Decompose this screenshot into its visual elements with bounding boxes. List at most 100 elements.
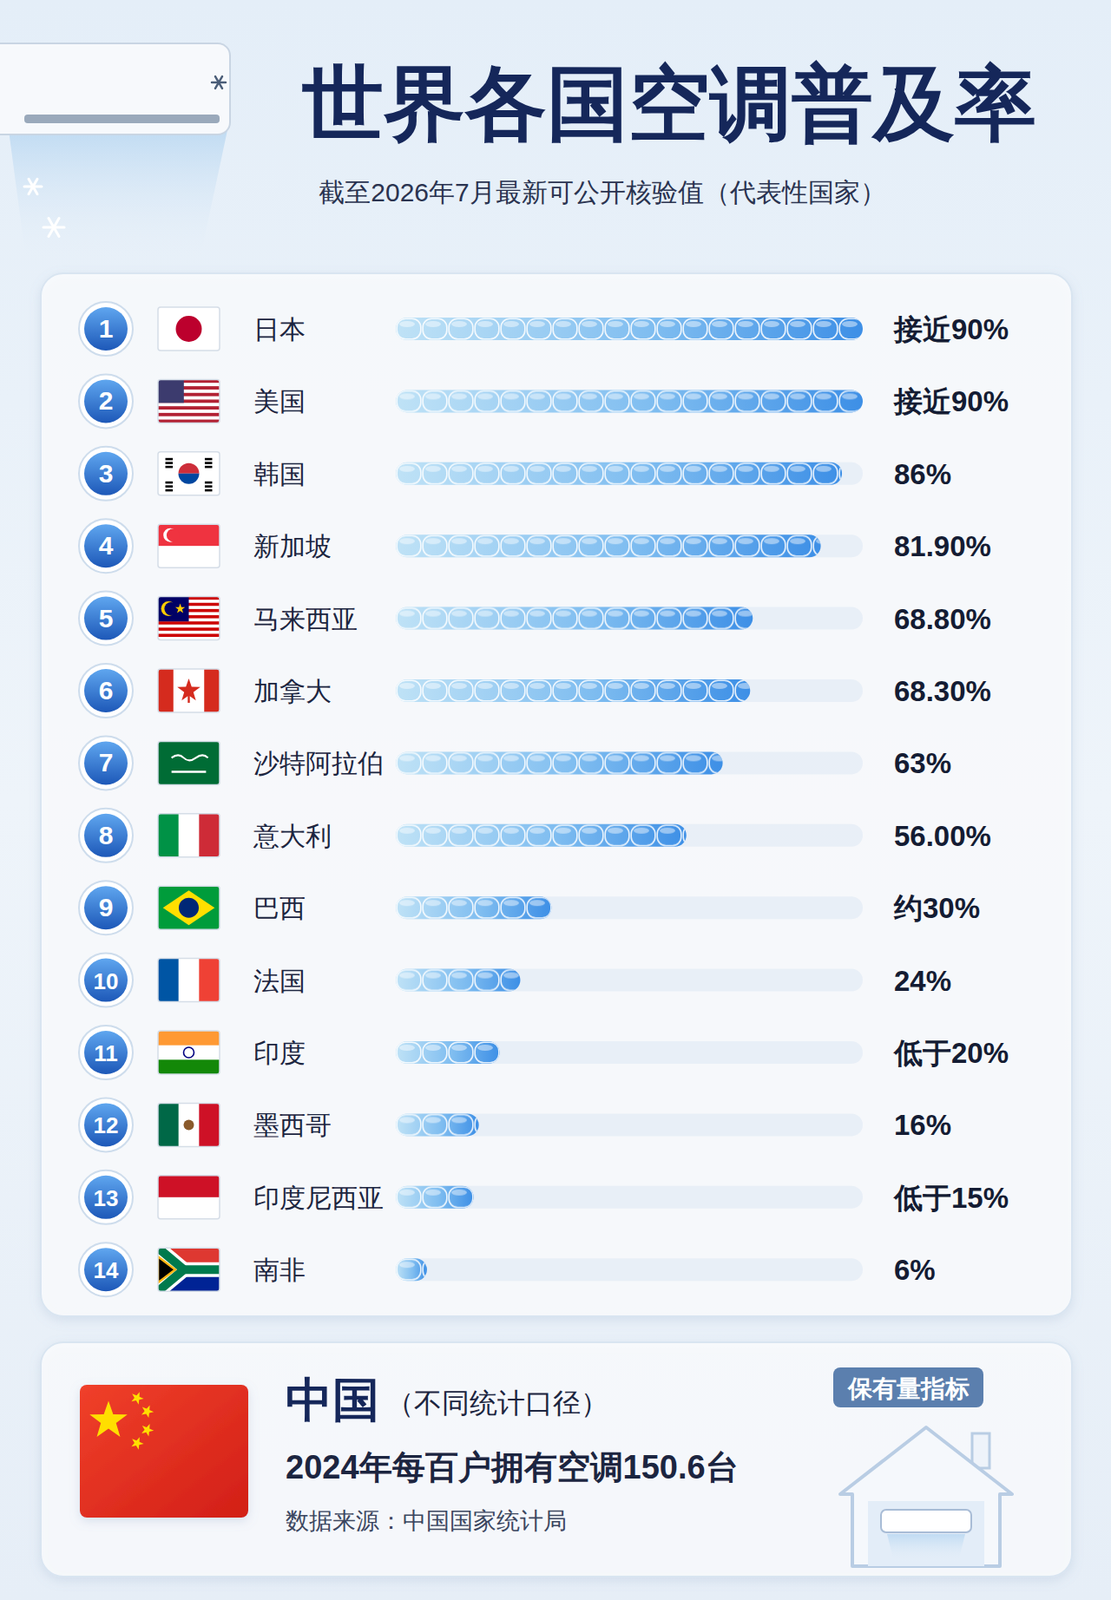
rank-label: 14 xyxy=(93,1257,119,1284)
flag-icon xyxy=(157,307,220,351)
bar-texture xyxy=(395,1186,474,1210)
rank-ring xyxy=(78,1170,133,1225)
badge-label: 保有量指标 xyxy=(847,1375,970,1403)
rank-ring xyxy=(78,880,133,935)
flag-border xyxy=(157,1176,220,1220)
bar-texture xyxy=(395,389,863,413)
flag-crescent-cut xyxy=(166,528,180,542)
flag-stripe xyxy=(178,814,200,858)
bar-texture xyxy=(395,824,687,848)
flag-icon xyxy=(157,814,220,858)
snowflake-icon xyxy=(210,75,227,90)
snowflake-arm xyxy=(215,76,223,89)
category-label: 马来西亚 xyxy=(253,604,358,634)
flag-stripe xyxy=(203,669,220,713)
flag-trigram xyxy=(165,485,174,488)
flag-border xyxy=(157,1031,220,1075)
rank-label: 8 xyxy=(98,821,114,850)
background xyxy=(0,0,1111,1600)
rank-disc xyxy=(84,524,128,568)
data-label: 低于20% xyxy=(892,1037,1009,1070)
bar-track xyxy=(395,679,863,703)
bar-texture xyxy=(395,969,520,993)
flag-stripe xyxy=(198,814,220,858)
rank-ring xyxy=(78,591,133,646)
rank-label: 10 xyxy=(93,968,119,995)
rank-ring xyxy=(78,447,133,501)
bar-track xyxy=(395,1113,863,1137)
flag-stripe xyxy=(157,409,220,414)
data-label: 接近90% xyxy=(893,313,1009,346)
china-source: 数据来源：中国国家统计局 xyxy=(285,1508,567,1535)
bar-track xyxy=(395,896,863,920)
category-label: 日本 xyxy=(253,315,306,344)
data-label: 81.90% xyxy=(894,530,992,563)
bar-group xyxy=(395,969,520,993)
flag-trigram xyxy=(204,458,213,461)
flag-border xyxy=(157,452,220,496)
bar xyxy=(395,462,842,486)
bar xyxy=(395,317,863,341)
bar xyxy=(395,607,753,631)
bar xyxy=(395,969,520,993)
flag-sword xyxy=(171,770,207,774)
china-title: 中国 xyxy=(285,1373,380,1427)
plot-area xyxy=(395,317,863,1282)
flag-crescent-cut xyxy=(164,602,178,616)
page-root: 世界各国空调普及率截至2026年7月最新可公开核验值（代表性国家）1日本接近90… xyxy=(0,0,1111,1600)
flag-border xyxy=(157,597,220,641)
flag-icon xyxy=(157,886,220,930)
house-interior xyxy=(867,1501,985,1567)
flag-stripe xyxy=(157,1059,220,1075)
rank-disc xyxy=(84,886,128,930)
china-flag-star xyxy=(131,1437,144,1451)
bar-track xyxy=(395,969,863,993)
flag-trigram xyxy=(165,458,174,461)
bar-texture xyxy=(395,896,552,920)
flag-border xyxy=(157,669,220,713)
house-body xyxy=(840,1427,1013,1567)
snowflake-arm xyxy=(48,218,60,237)
bar-texture xyxy=(395,607,753,631)
flag-trigram xyxy=(204,461,213,465)
flag-field xyxy=(157,307,220,351)
house-air xyxy=(887,1534,966,1563)
data-label: 24% xyxy=(894,965,952,998)
ac-body xyxy=(0,43,231,135)
bar-group xyxy=(395,462,842,486)
data-label: 低于15% xyxy=(892,1182,1009,1215)
rank-disc xyxy=(84,741,128,785)
flag-stripe xyxy=(157,1197,220,1220)
rank-disc xyxy=(84,669,128,713)
rank-disc xyxy=(84,452,128,496)
category-label: 法国 xyxy=(253,966,306,996)
flag-stripe xyxy=(157,545,220,568)
flag-trigram xyxy=(204,489,213,493)
rank-ring xyxy=(78,374,133,428)
bar-track xyxy=(395,607,863,631)
data-label: 86% xyxy=(894,458,952,491)
flag-pall xyxy=(157,1248,185,1292)
category-label: 意大利 xyxy=(252,821,332,851)
rank-ring xyxy=(78,1025,133,1080)
flag-icon xyxy=(157,1248,220,1292)
snowflake-arm xyxy=(28,178,38,194)
flag-disc xyxy=(176,315,203,342)
category-label: 新加坡 xyxy=(253,532,332,561)
flag-trigram xyxy=(204,481,213,485)
flag-stripe xyxy=(157,959,179,1003)
bar-texture xyxy=(395,1113,480,1137)
rank-ring xyxy=(78,808,133,863)
category-label: 巴西 xyxy=(253,894,306,923)
badge xyxy=(833,1367,984,1408)
rank-label: 2 xyxy=(98,386,114,415)
flag-canton xyxy=(157,597,190,623)
flag-leaf-stem xyxy=(187,695,190,704)
flag-field xyxy=(157,741,220,785)
rank-label: 11 xyxy=(93,1040,119,1067)
flag-stripe xyxy=(157,413,220,417)
flag-field xyxy=(157,452,220,496)
bar-track xyxy=(395,462,863,486)
snowflake-arm xyxy=(48,218,60,237)
rank-ring xyxy=(78,519,133,573)
